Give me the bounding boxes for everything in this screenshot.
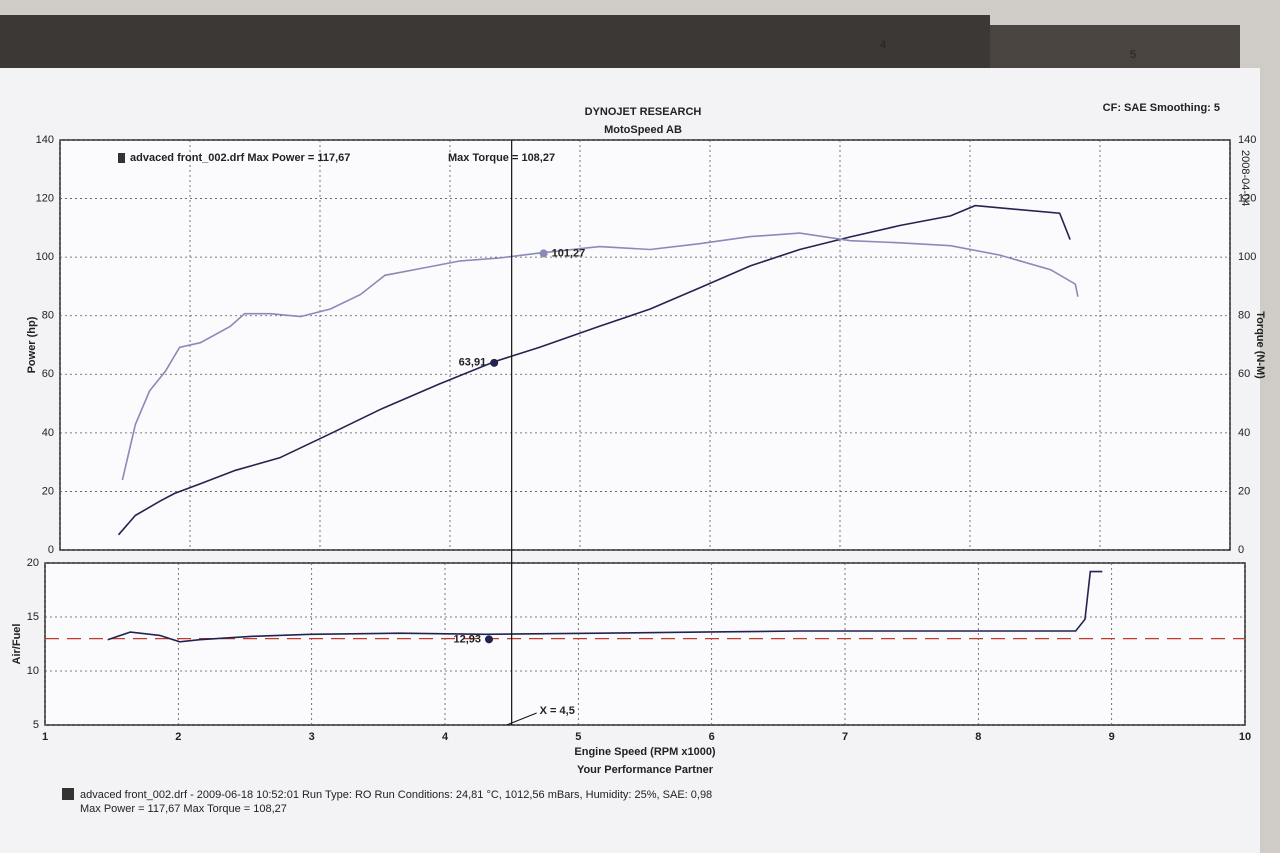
annotation-marker [539,249,548,258]
legend-text: Max Torque = 108,27 [448,152,555,164]
cursor-pointer [506,712,537,726]
x-tick-label: 7 [842,731,848,743]
y-tick-label: 40 [42,427,54,439]
plot-area [59,139,1231,551]
tab-number: 5 [1130,49,1136,61]
annotation-marker [485,635,493,644]
y2-axis-label: Torque (N-M) [1254,311,1266,379]
y2-tick-label: 40 [1238,427,1250,439]
y2-tick-label: 100 [1238,251,1256,263]
data-line [121,232,1079,481]
annotation-label: 101,27 [552,247,586,259]
y-axis-label: Power (hp) [26,316,38,373]
plot-area [44,562,1246,726]
y2-tick-label: 20 [1238,485,1250,497]
y2-tick-label: 120 [1238,192,1256,204]
x-tick-label: 4 [442,731,449,743]
y-tick-label: 80 [42,310,54,322]
title: DYNOJET RESEARCH [585,106,702,118]
x-axis-sublabel: Your Performance Partner [577,764,714,776]
y-tick-label: 100 [36,251,54,263]
tab-number: 4 [880,39,886,51]
side-date: 2008-04-04 [1239,150,1251,206]
y-tick-label: 10 [27,665,39,677]
legend-swatch [118,153,125,163]
y2-tick-label: 0 [1238,544,1244,556]
y2-tick-label: 140 [1238,134,1256,146]
x-tick-label: 3 [309,731,315,743]
annotation-label: 12,93 [453,633,481,645]
x-axis-label: Engine Speed (RPM x1000) [574,746,716,758]
y-tick-label: 120 [36,192,54,204]
y-tick-label: 5 [33,719,39,731]
legend-text: advaced front_002.drf Max Power = 117,67 [130,152,350,164]
footer-swatch [62,788,74,800]
annotation-label: 63,91 [459,357,487,369]
x-tick-label: 10 [1239,731,1251,743]
y-tick-label: 20 [27,557,39,569]
y-tick-label: 0 [48,544,54,556]
y-tick-label: 60 [42,368,54,380]
y-tick-label: 20 [42,485,54,497]
folder [0,15,990,75]
cursor-label: X = 4,5 [540,705,575,717]
y2-tick-label: 80 [1238,310,1250,322]
x-tick-label: 8 [975,731,981,743]
data-line [107,570,1103,643]
y-axis-label: Air/Fuel [11,624,23,665]
subtitle: MotoSpeed AB [604,124,682,136]
folder-tab [990,25,1240,75]
x-tick-label: 9 [1109,731,1115,743]
y-tick-label: 140 [36,134,54,146]
data-line [117,204,1071,536]
x-tick-label: 2 [175,731,181,743]
y2-tick-label: 60 [1238,368,1250,380]
annotation-marker [490,358,499,367]
footer-line: Max Power = 117,67 Max Torque = 108,27 [80,803,287,815]
footer-line: advaced front_002.drf - 2009-06-18 10:52… [80,789,712,801]
x-tick-label: 6 [709,731,715,743]
x-tick-label: 5 [575,731,581,743]
x-tick-label: 1 [42,731,48,743]
settings: CF: SAE Smoothing: 5 [1103,102,1220,114]
y-tick-label: 15 [27,611,39,623]
